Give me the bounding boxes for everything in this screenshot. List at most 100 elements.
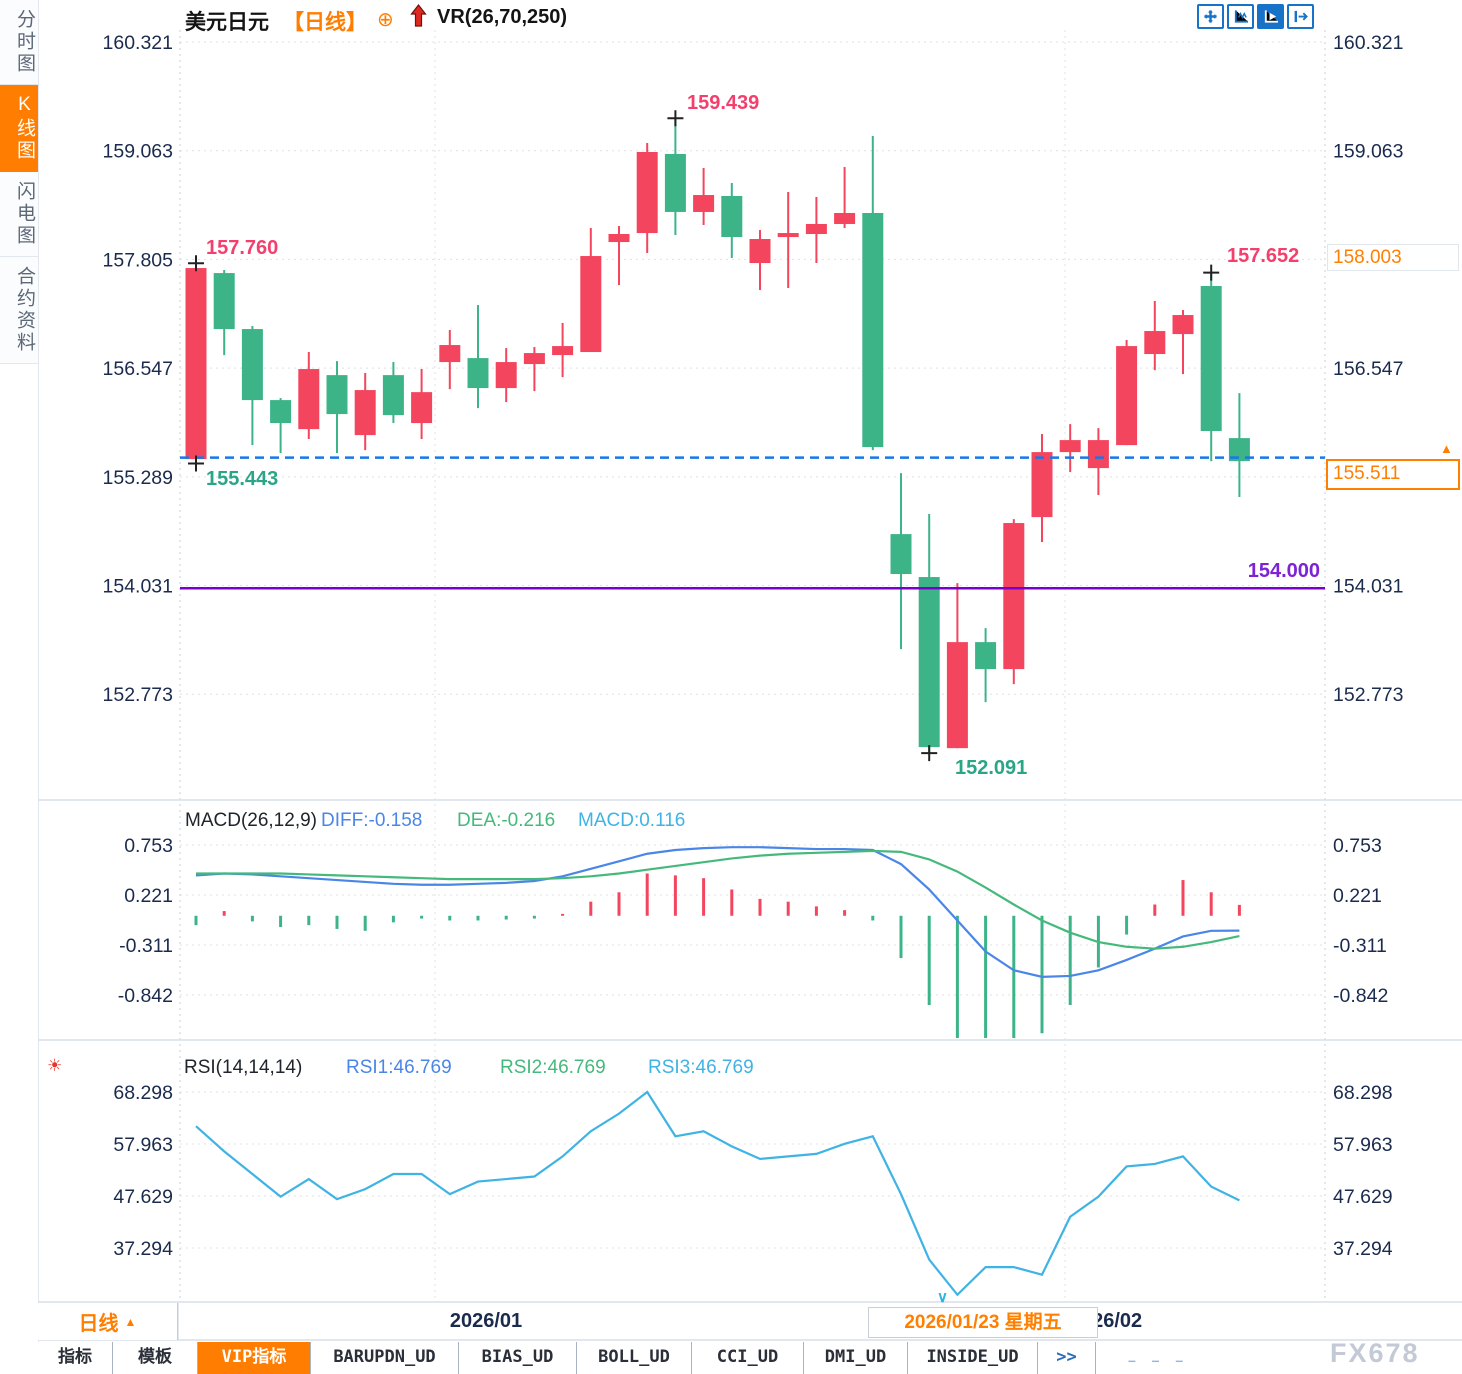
y-axis-label: 47.629: [1333, 1186, 1393, 1208]
y-axis-label: 152.773: [103, 684, 174, 706]
triangle-up-icon: ▲: [1440, 441, 1453, 456]
crosshair-date-tooltip: 2026/01/23 星期五: [868, 1307, 1098, 1338]
period-badge[interactable]: 【日线】: [283, 11, 367, 34]
drag-handle[interactable]: – – –: [1128, 1352, 1190, 1368]
candle-body: [975, 642, 997, 670]
y-axis-label: 68.298: [1333, 1082, 1393, 1104]
symbol-title: 美元日元: [185, 11, 269, 34]
pan-icon: [1204, 10, 1217, 23]
up-arrow-icon: [410, 4, 427, 33]
macd-dea-line: [196, 849, 1240, 950]
tab-boll-ud[interactable]: BOLL_UD: [577, 1342, 692, 1374]
y-axis-label: 37.294: [113, 1238, 173, 1260]
sidebar: 分时图 K线图 闪电图 合约资料: [0, 0, 38, 1374]
candle-body: [467, 358, 489, 389]
exit-right-button[interactable]: [1287, 4, 1314, 29]
y-axis-label: 155.289: [103, 467, 174, 489]
label-peak-high: 159.439: [687, 92, 760, 114]
rsi-line: [195, 1090, 1240, 1297]
y-axis-label: 152.773: [1333, 684, 1404, 706]
candle-body: [1228, 438, 1250, 462]
y-axis-label: 57.963: [1333, 1134, 1393, 1156]
candle-body: [862, 213, 884, 448]
candle-body: [693, 195, 715, 212]
pan-button[interactable]: [1197, 4, 1224, 29]
plus-circle-icon[interactable]: ⊕: [377, 9, 394, 31]
tab-vip-indicator[interactable]: VIP指标: [198, 1342, 311, 1374]
triangle-up-icon: ▲: [124, 1314, 137, 1329]
candle-body: [1200, 286, 1222, 432]
candle-body: [354, 390, 376, 436]
candle-body: [298, 369, 320, 430]
y-axis-label: 68.298: [113, 1082, 173, 1104]
label-last-high: 157.652: [1227, 245, 1300, 267]
tab-cci-ud[interactable]: CCI_UD: [692, 1342, 804, 1374]
y-axis-label: 0.753: [124, 835, 173, 857]
sidebar-item-candle-chart[interactable]: K线图: [0, 85, 38, 172]
candle-body: [608, 234, 630, 243]
chart-toolbar: [1197, 4, 1314, 29]
high-low-marker: [188, 455, 204, 472]
y-axis-label: 57.963: [113, 1134, 173, 1156]
axis-zoom-button[interactable]: [1227, 4, 1254, 29]
candle-body: [1003, 523, 1025, 670]
candle-body: [552, 346, 574, 356]
candle-body: [1059, 440, 1081, 453]
candle-body: [636, 151, 658, 234]
candle-body: [1087, 440, 1109, 469]
label-bottom-low: 152.091: [955, 757, 1028, 779]
rsi2-value: RSI2:46.769: [500, 1057, 606, 1078]
candle-body: [1144, 331, 1166, 355]
candle-body: [1031, 452, 1053, 518]
sidebar-item-contract-info[interactable]: 合约资料: [0, 257, 38, 364]
watermark: FX678: [1330, 1338, 1420, 1368]
tab-dmi-ud[interactable]: DMI_UD: [804, 1342, 908, 1374]
high-low-marker: [667, 110, 684, 127]
high-low-marker: [1203, 264, 1220, 281]
macd-diff-line: [195, 846, 1240, 978]
tab-inside-ud[interactable]: INSIDE_UD: [908, 1342, 1038, 1374]
candle-body: [523, 353, 545, 365]
tab-bias-ud[interactable]: BIAS_UD: [459, 1342, 577, 1374]
candle-body: [213, 273, 235, 330]
rsi3-value: RSI3:46.769: [648, 1057, 754, 1078]
candle-body: [1172, 315, 1194, 335]
y-axis-label: 0.753: [1333, 835, 1382, 857]
candle-body: [805, 223, 827, 235]
y-axis-label: -0.311: [1333, 935, 1387, 957]
sun-icon[interactable]: ☀: [47, 1056, 63, 1075]
date-axis-label: 2026/01: [449, 1310, 523, 1332]
alert-price-box: 158.003: [1327, 244, 1459, 271]
axis-play-button[interactable]: [1257, 4, 1284, 29]
y-axis-label: 159.063: [1333, 141, 1404, 163]
y-axis-label: 160.321: [1333, 32, 1404, 54]
period-selector-button[interactable]: 日线 ▲: [38, 1303, 178, 1340]
rsi-title: RSI(14,14,14): [184, 1057, 303, 1078]
candle-body: [580, 256, 602, 353]
candle-body: [495, 362, 517, 389]
tab-barupdn-ud[interactable]: BARUPDN_UD: [311, 1342, 459, 1374]
candle-body: [946, 642, 968, 749]
candle-body: [1116, 346, 1138, 446]
axis-play-icon: [1264, 10, 1278, 23]
tab-more[interactable]: >>: [1038, 1342, 1096, 1374]
label-first-low: 155.443: [206, 468, 279, 490]
tab-indicator[interactable]: 指标: [38, 1342, 113, 1374]
y-axis-label: 156.547: [1333, 358, 1404, 380]
label-purple-level: 154.000: [1247, 560, 1320, 582]
axis-zoom-icon: [1234, 10, 1248, 23]
y-axis-label: 154.031: [1333, 576, 1404, 598]
tab-template[interactable]: 模板: [113, 1342, 198, 1374]
sidebar-item-time-chart[interactable]: 分时图: [0, 0, 38, 85]
y-axis-label: 0.221: [124, 885, 173, 907]
rsi1-value: RSI1:46.769: [346, 1057, 452, 1078]
indicator-title: VR(26,70,250): [437, 6, 568, 28]
candle-body: [382, 375, 404, 416]
sidebar-item-lightning-chart[interactable]: 闪电图: [0, 172, 38, 257]
macd-title: MACD(26,12,9): [185, 810, 317, 831]
y-axis-label: 47.629: [113, 1186, 173, 1208]
exit-right-icon: [1294, 10, 1308, 23]
current-price-box: 155.511: [1326, 459, 1460, 490]
high-low-marker: [188, 255, 204, 272]
